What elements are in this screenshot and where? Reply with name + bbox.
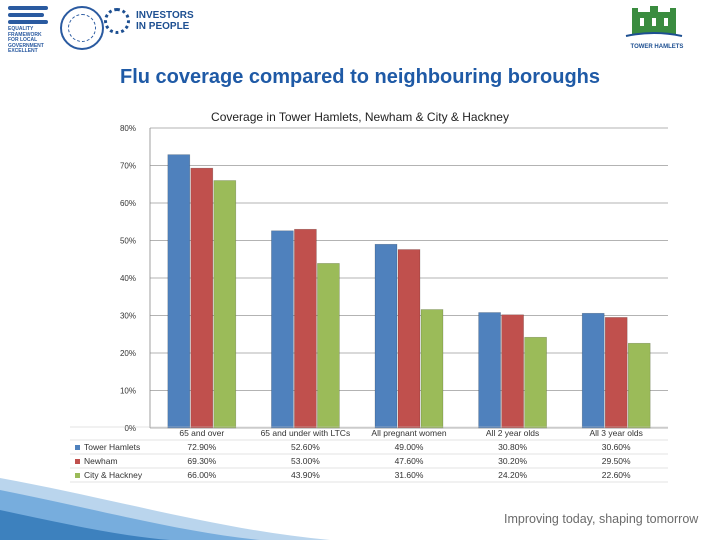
y-tick-label: 30% (120, 312, 136, 321)
bar-tower_hamlets (581, 312, 605, 429)
bar-newham (501, 314, 524, 429)
legend-swatch (75, 458, 80, 464)
chart-data-table: 65 and over 72.90% 69.30% 66.00% 65 and unde… (70, 426, 668, 483)
footer-wave-decoration (0, 478, 330, 540)
data-value-label: 24.20% (498, 470, 527, 480)
y-tick-label: 60% (120, 199, 136, 208)
data-value-label: 31.60% (395, 470, 424, 480)
chart-title: Coverage in Tower Hamlets, Newham & City… (211, 110, 509, 124)
category-label: 65 and over (179, 428, 224, 438)
bar-city_hackney (524, 336, 547, 429)
data-value-label: 29.50% (602, 456, 631, 466)
bar-city_hackney (213, 180, 237, 429)
bar-city_hackney (420, 309, 444, 429)
tower-hamlets-castle-icon (625, 6, 683, 37)
data-value-label: 49.00% (395, 442, 424, 452)
data-value-label: 69.30% (187, 456, 216, 466)
bar-tower_hamlets (167, 154, 191, 429)
y-tick-label: 40% (120, 274, 136, 283)
legend-swatch (75, 444, 80, 450)
category-label: All 2 year olds (486, 428, 539, 438)
bar-newham (397, 249, 421, 429)
data-value-label: 66.00% (187, 470, 216, 480)
data-value-label: 30.80% (498, 442, 527, 452)
data-value-label: 22.60% (602, 470, 631, 480)
data-value-label: 72.90% (187, 442, 216, 452)
data-value-label: 30.60% (602, 442, 631, 452)
slide-title: Flu coverage compared to neighbouring bo… (119, 66, 601, 88)
data-value-label: 47.60% (395, 456, 424, 466)
legend-swatch (75, 472, 80, 478)
y-tick-label: 80% (120, 124, 136, 133)
y-tick-label: 70% (120, 162, 136, 171)
bar-newham (604, 317, 628, 429)
equality-framework-logo: EQUALITY FRAMEWORK FOR LOCAL GOVERNMENT … (8, 6, 56, 62)
y-tick-label: 10% (120, 387, 136, 396)
legend-item: Newham (75, 455, 118, 467)
bar-tower_hamlets (374, 243, 398, 429)
bar-newham (294, 228, 317, 429)
legend-item: City & Hackney (75, 469, 142, 481)
data-value-label: 52.60% (291, 442, 320, 452)
bar-city_hackney (317, 263, 340, 429)
y-tick-label: 0% (124, 424, 136, 433)
legend-label: Tower Hamlets (84, 442, 141, 452)
investors-in-people-logo: INVESTORS IN PEOPLE (104, 8, 194, 38)
investors-in-people-text: INVESTORS IN PEOPLE (136, 10, 194, 32)
chart-bars (167, 154, 651, 429)
category-label: All 3 year olds (590, 428, 643, 438)
legend-label: Newham (84, 456, 118, 466)
tower-hamlets-logo-text: TOWER HAMLETS (630, 44, 684, 50)
category-label: 65 and under with LTCs (261, 428, 351, 438)
legend-label: City & Hackney (84, 470, 143, 480)
y-axis-ticks: 0% 10% 20% 30% 40% 50% 60% 70% 80% (120, 124, 136, 433)
y-tick-label: 50% (120, 237, 136, 246)
data-value-label: 43.90% (291, 470, 320, 480)
data-value-label: 30.20% (498, 456, 527, 466)
bar-city_hackney (627, 342, 651, 429)
legend-item: Tower Hamlets (75, 441, 140, 453)
footer-tagline: Improving today, shaping tomorrow (504, 512, 699, 526)
category-label: All pregnant women (371, 428, 446, 438)
bar-newham (190, 167, 214, 429)
bar-tower_hamlets (478, 312, 501, 429)
y-tick-label: 20% (120, 349, 136, 358)
data-value-label: 53.00% (291, 456, 320, 466)
bar-tower_hamlets (271, 230, 294, 429)
tower-hamlets-logo: TOWER HAMLETS (614, 6, 700, 56)
award-seal-logo (60, 6, 104, 50)
equality-framework-logo-text: EQUALITY FRAMEWORK FOR LOCAL GOVERNMENT … (8, 26, 44, 54)
